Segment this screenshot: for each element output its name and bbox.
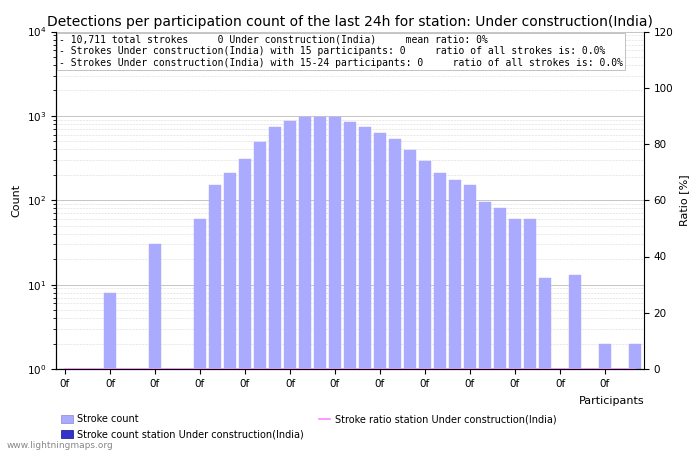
Bar [599,344,610,450]
Bar [389,139,400,450]
Bar [209,185,220,450]
Bar [510,219,521,450]
Text: Participants: Participants [578,396,644,406]
Bar [480,202,491,450]
Y-axis label: Count: Count [11,184,21,217]
Bar [120,369,131,450]
Y-axis label: Ratio [%]: Ratio [%] [679,175,689,226]
Bar [164,369,176,450]
Bar [524,219,536,450]
Bar [270,127,281,450]
Bar [330,117,341,450]
Bar [359,127,370,450]
Bar [494,208,505,450]
Bar [405,150,416,450]
Bar [615,369,626,450]
Bar [195,219,206,450]
Bar [74,369,85,450]
Bar [104,293,116,450]
Bar [569,275,580,450]
Bar [254,142,265,450]
Bar [149,244,160,450]
Bar [584,369,596,450]
Title: Detections per participation count of the last 24h for station: Under constructi: Detections per participation count of th… [47,15,653,29]
Bar [435,173,446,450]
Text: - 10,711 total strokes     0 Under construction(India)     mean ratio: 0%
- Stro: - 10,711 total strokes 0 Under construct… [59,35,623,68]
Bar [419,161,430,450]
Bar [554,369,566,450]
Bar [449,180,461,450]
Legend: Stroke count, Stroke count station Under construction(India), Stroke ratio stati: Stroke count, Stroke count station Under… [61,414,557,439]
Bar [540,278,551,450]
Bar [60,369,71,450]
Bar [300,117,311,450]
Bar [284,121,295,450]
Bar [179,369,190,450]
Bar [90,369,101,450]
Bar [314,117,326,450]
Bar [344,122,356,450]
Bar [629,344,641,450]
Bar [464,185,475,450]
Bar [225,173,236,450]
Bar [134,369,146,450]
Bar [374,133,386,450]
Bar [239,159,251,450]
Text: www.lightningmaps.org: www.lightningmaps.org [7,441,113,450]
